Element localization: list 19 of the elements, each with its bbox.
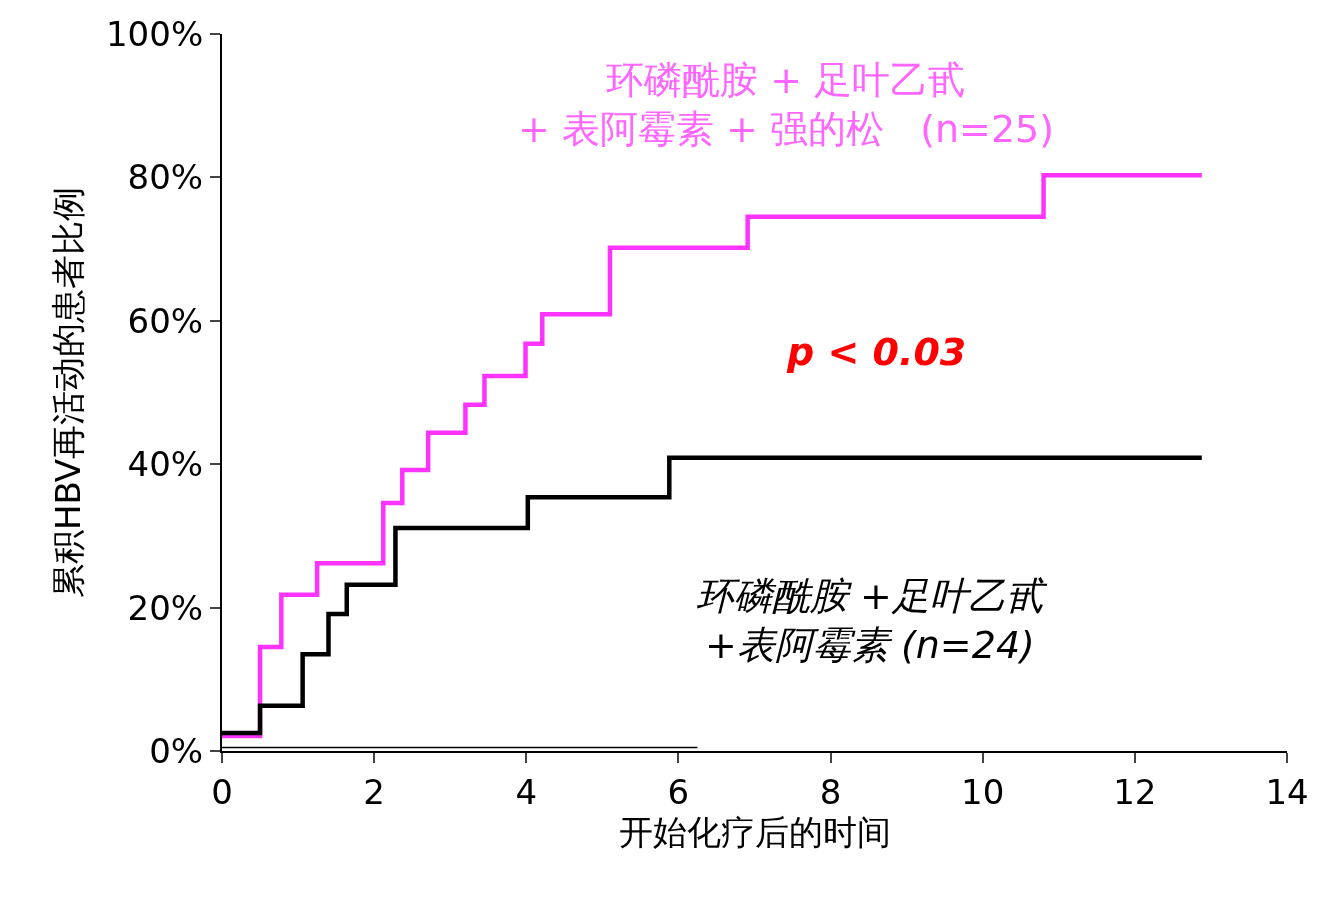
annotation: p < 0.03 [786, 330, 967, 374]
x-tick-label: 14 [1265, 771, 1309, 812]
y-tick-label: 0% [149, 730, 204, 771]
x-tick-label: 4 [515, 771, 538, 812]
x-tick-label: 0 [211, 771, 233, 812]
y-tick-label: 60% [127, 300, 204, 341]
x-axis-title: 开始化疗后的时间 [618, 811, 891, 852]
x-tick-label: 10 [961, 771, 1005, 812]
y-tick-label: 100% [106, 13, 204, 54]
annotation: 环磷酰胺 +足叶乙甙 +表阿霉素 (n=24) [696, 574, 1048, 668]
y-tick-label: 80% [127, 157, 204, 198]
x-tick-label: 2 [363, 771, 385, 812]
y-tick-label: 20% [127, 587, 204, 628]
y-tick-label: 40% [127, 444, 204, 485]
x-tick-label: 12 [1113, 771, 1157, 812]
annotation: 环磷酰胺 + 足叶乙甙 + 表阿霉素 + 强的松 (n=25) [518, 58, 1055, 152]
x-tick-label: 6 [667, 771, 690, 812]
x-tick-label: 8 [819, 771, 842, 812]
y-axis-title: 累积HBV再活动的患者比例 [48, 186, 89, 599]
